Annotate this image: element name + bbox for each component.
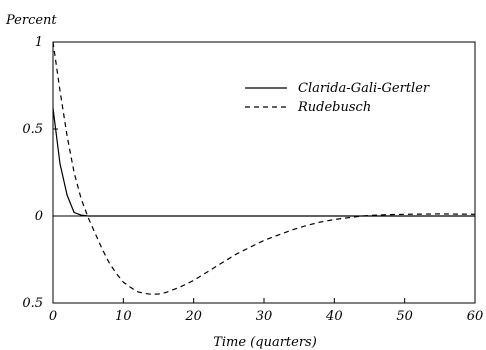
x-tick-label: 50 [396,309,413,324]
x-axis-label: Time (quarters) [213,335,317,350]
y-tick-label: 0.5 [22,296,43,311]
series-line-1 [52,41,476,295]
legend-label-clarida: Clarida-Gali-Gertler [298,81,430,96]
y-tick-label: 0 [35,209,43,224]
x-tick-label: 0 [49,309,57,324]
x-tick-label: 10 [115,309,132,324]
x-tick-label: 60 [467,309,484,324]
x-tick-label: 20 [184,309,202,324]
x-tick-label: 40 [325,309,343,324]
y-tick-label: 0.5 [22,122,43,137]
x-ticks: 0 10 20 30 40 50 60 [49,298,483,324]
x-tick-label: 30 [256,309,273,324]
legend: Clarida-Gali-Gertler Rudebusch [245,81,430,115]
legend-label-rudebusch: Rudebusch [297,100,371,115]
y-axis-label: Percent [5,13,57,28]
y-tick-label: 1 [35,35,43,50]
series-line-0 [52,108,475,217]
series-group [52,41,476,295]
